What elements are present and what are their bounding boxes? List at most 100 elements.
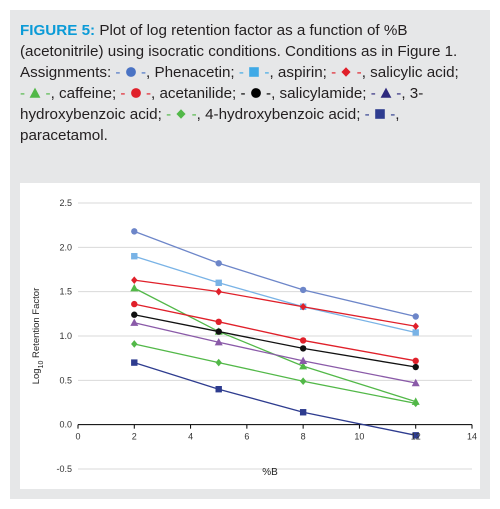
series-line	[134, 314, 416, 368]
data-point	[215, 287, 222, 296]
data-point	[299, 345, 307, 352]
data-point	[131, 359, 138, 366]
circle-marker-icon: - -	[120, 85, 151, 102]
y-tick-label: 1.5	[59, 287, 72, 297]
assignment-4-hydroxybenzoic-acid: - -, 4-hydroxybenzoic acid;	[162, 106, 361, 123]
assignment-label: , 4-hydroxybenzoic acid;	[196, 106, 361, 123]
data-point	[215, 358, 222, 367]
assignment-label: , salicylamide;	[271, 85, 367, 102]
series-salicylic-acid	[131, 276, 419, 331]
series-line	[134, 322, 416, 384]
assignment-paracetamol: - -, paracetamol.	[20, 106, 400, 144]
data-point	[215, 328, 222, 335]
data-point	[215, 318, 222, 326]
series-4-hydroxybenzoic-acid	[131, 340, 419, 408]
assignment-label: , 3-hydroxybenzoic acid;	[20, 85, 424, 123]
data-point	[299, 286, 307, 294]
gridlines	[78, 202, 472, 470]
x-tick-label: 0	[75, 432, 80, 442]
assignment-label: , caffeine;	[50, 85, 117, 102]
triangle-marker-icon: - -	[370, 85, 402, 102]
y-tick-label: 0.5	[59, 375, 72, 385]
series-phenacetin	[131, 228, 419, 320]
axis-labels: -0.5 0.0 0.5 1.0 1.5 2.0 2.5 0 2 4 6 8 10 12 14 %B Log10…	[31, 198, 477, 478]
x-tick-label: 8	[301, 432, 306, 442]
data-point	[130, 318, 139, 326]
diamond-marker-icon: - -	[166, 106, 197, 123]
circle-marker-icon: - -	[115, 64, 146, 81]
data-point	[299, 409, 307, 416]
data-point	[299, 361, 308, 370]
series-line	[133, 287, 416, 403]
axes	[77, 424, 473, 429]
x-tick-label: 4	[188, 432, 193, 442]
series-line	[134, 361, 416, 436]
assignment-3-hydroxybenzoic-acid: - -, 3-hydroxybenzoic acid;	[20, 85, 423, 123]
series-line	[134, 303, 416, 362]
data-point	[411, 378, 420, 387]
chart: -0.5 0.0 0.5 1.0 1.5 2.0 2.5 0 2 4 6 8 10 12 14 %B Log10…	[31, 198, 477, 478]
y-tick-label: -0.5	[56, 464, 72, 474]
x-tick-label: 12	[411, 432, 421, 442]
data-point	[214, 338, 223, 346]
assignment-salicylic-acid: - -, salicylic acid;	[327, 64, 459, 81]
assignment-acetanilide: - -, acetanilide;	[116, 85, 236, 102]
data-point	[299, 356, 308, 365]
data-point	[131, 253, 138, 260]
series-3-hydroxybenzoic-acid	[130, 318, 420, 387]
assignment-label: , aspirin;	[269, 64, 327, 81]
x-tick-label: 6	[244, 432, 249, 442]
y-axis-title: Log10 Retention Factor	[31, 288, 45, 385]
data-point	[412, 357, 419, 365]
data-point	[412, 322, 419, 331]
data-point	[215, 386, 222, 393]
assignment-aspirin: - -, aspirin;	[235, 64, 327, 81]
series-line	[134, 255, 416, 334]
series-acetanilide	[131, 300, 419, 365]
x-axis-title: %B	[262, 467, 278, 478]
data-point	[299, 337, 307, 344]
series-line	[134, 343, 416, 405]
x-tick-label: 14	[467, 432, 477, 442]
assignment-label: , salicylic acid;	[361, 64, 459, 81]
x-tick-label: 10	[354, 432, 364, 442]
x-tick-label: 2	[132, 432, 137, 442]
assignment-list: - -, Phenacetin; - -, aspirin; - -, sali…	[20, 64, 459, 144]
data-point	[215, 260, 222, 267]
square-marker-icon: - -	[238, 64, 270, 81]
series-salicylamide	[131, 311, 419, 371]
data-point	[130, 283, 139, 292]
assignment-label: , Phenacetin;	[146, 64, 235, 81]
data-point	[412, 329, 419, 336]
assignment-caffeine: - -, caffeine;	[20, 85, 116, 102]
y-tick-label: 0.0	[59, 420, 72, 430]
assignment-phenacetin: - -, Phenacetin;	[115, 64, 234, 81]
data-point	[215, 279, 222, 286]
assignment-salicylamide: - -, salicylamide;	[236, 85, 367, 102]
figure-number: FIGURE 5:	[20, 22, 96, 39]
caption-text: Plot of log retention factor as a functi…	[20, 22, 458, 81]
series-layer	[130, 228, 420, 439]
data-point	[131, 300, 138, 308]
figure-caption: FIGURE 5: Plot of log retention factor a…	[20, 20, 482, 146]
data-point	[131, 311, 138, 318]
data-point	[299, 377, 307, 386]
y-tick-label: 2.0	[59, 242, 72, 252]
y-tick-label: 2.5	[59, 198, 72, 208]
assignment-label: , paracetamol.	[20, 106, 400, 144]
data-point	[131, 276, 138, 284]
y-tick-label: 1.0	[59, 331, 72, 341]
assignment-label: , acetanilide;	[151, 85, 237, 102]
series-paracetamol	[131, 359, 419, 439]
series-line	[134, 279, 416, 327]
data-point	[412, 399, 419, 408]
chart-panel: -0.5 0.0 0.5 1.0 1.5 2.0 2.5 0 2 4 6 8 10 12 14 %B Log10…	[20, 183, 480, 489]
square-marker-icon: - -	[364, 106, 396, 123]
data-point	[412, 313, 419, 320]
figure-box: FIGURE 5: Plot of log retention factor a…	[10, 10, 490, 499]
diamond-marker-icon: - -	[331, 64, 362, 81]
series-line	[134, 230, 416, 318]
circle-marker-icon: - -	[240, 85, 272, 102]
triangle-marker-icon: - -	[20, 85, 51, 102]
data-point	[412, 363, 419, 371]
